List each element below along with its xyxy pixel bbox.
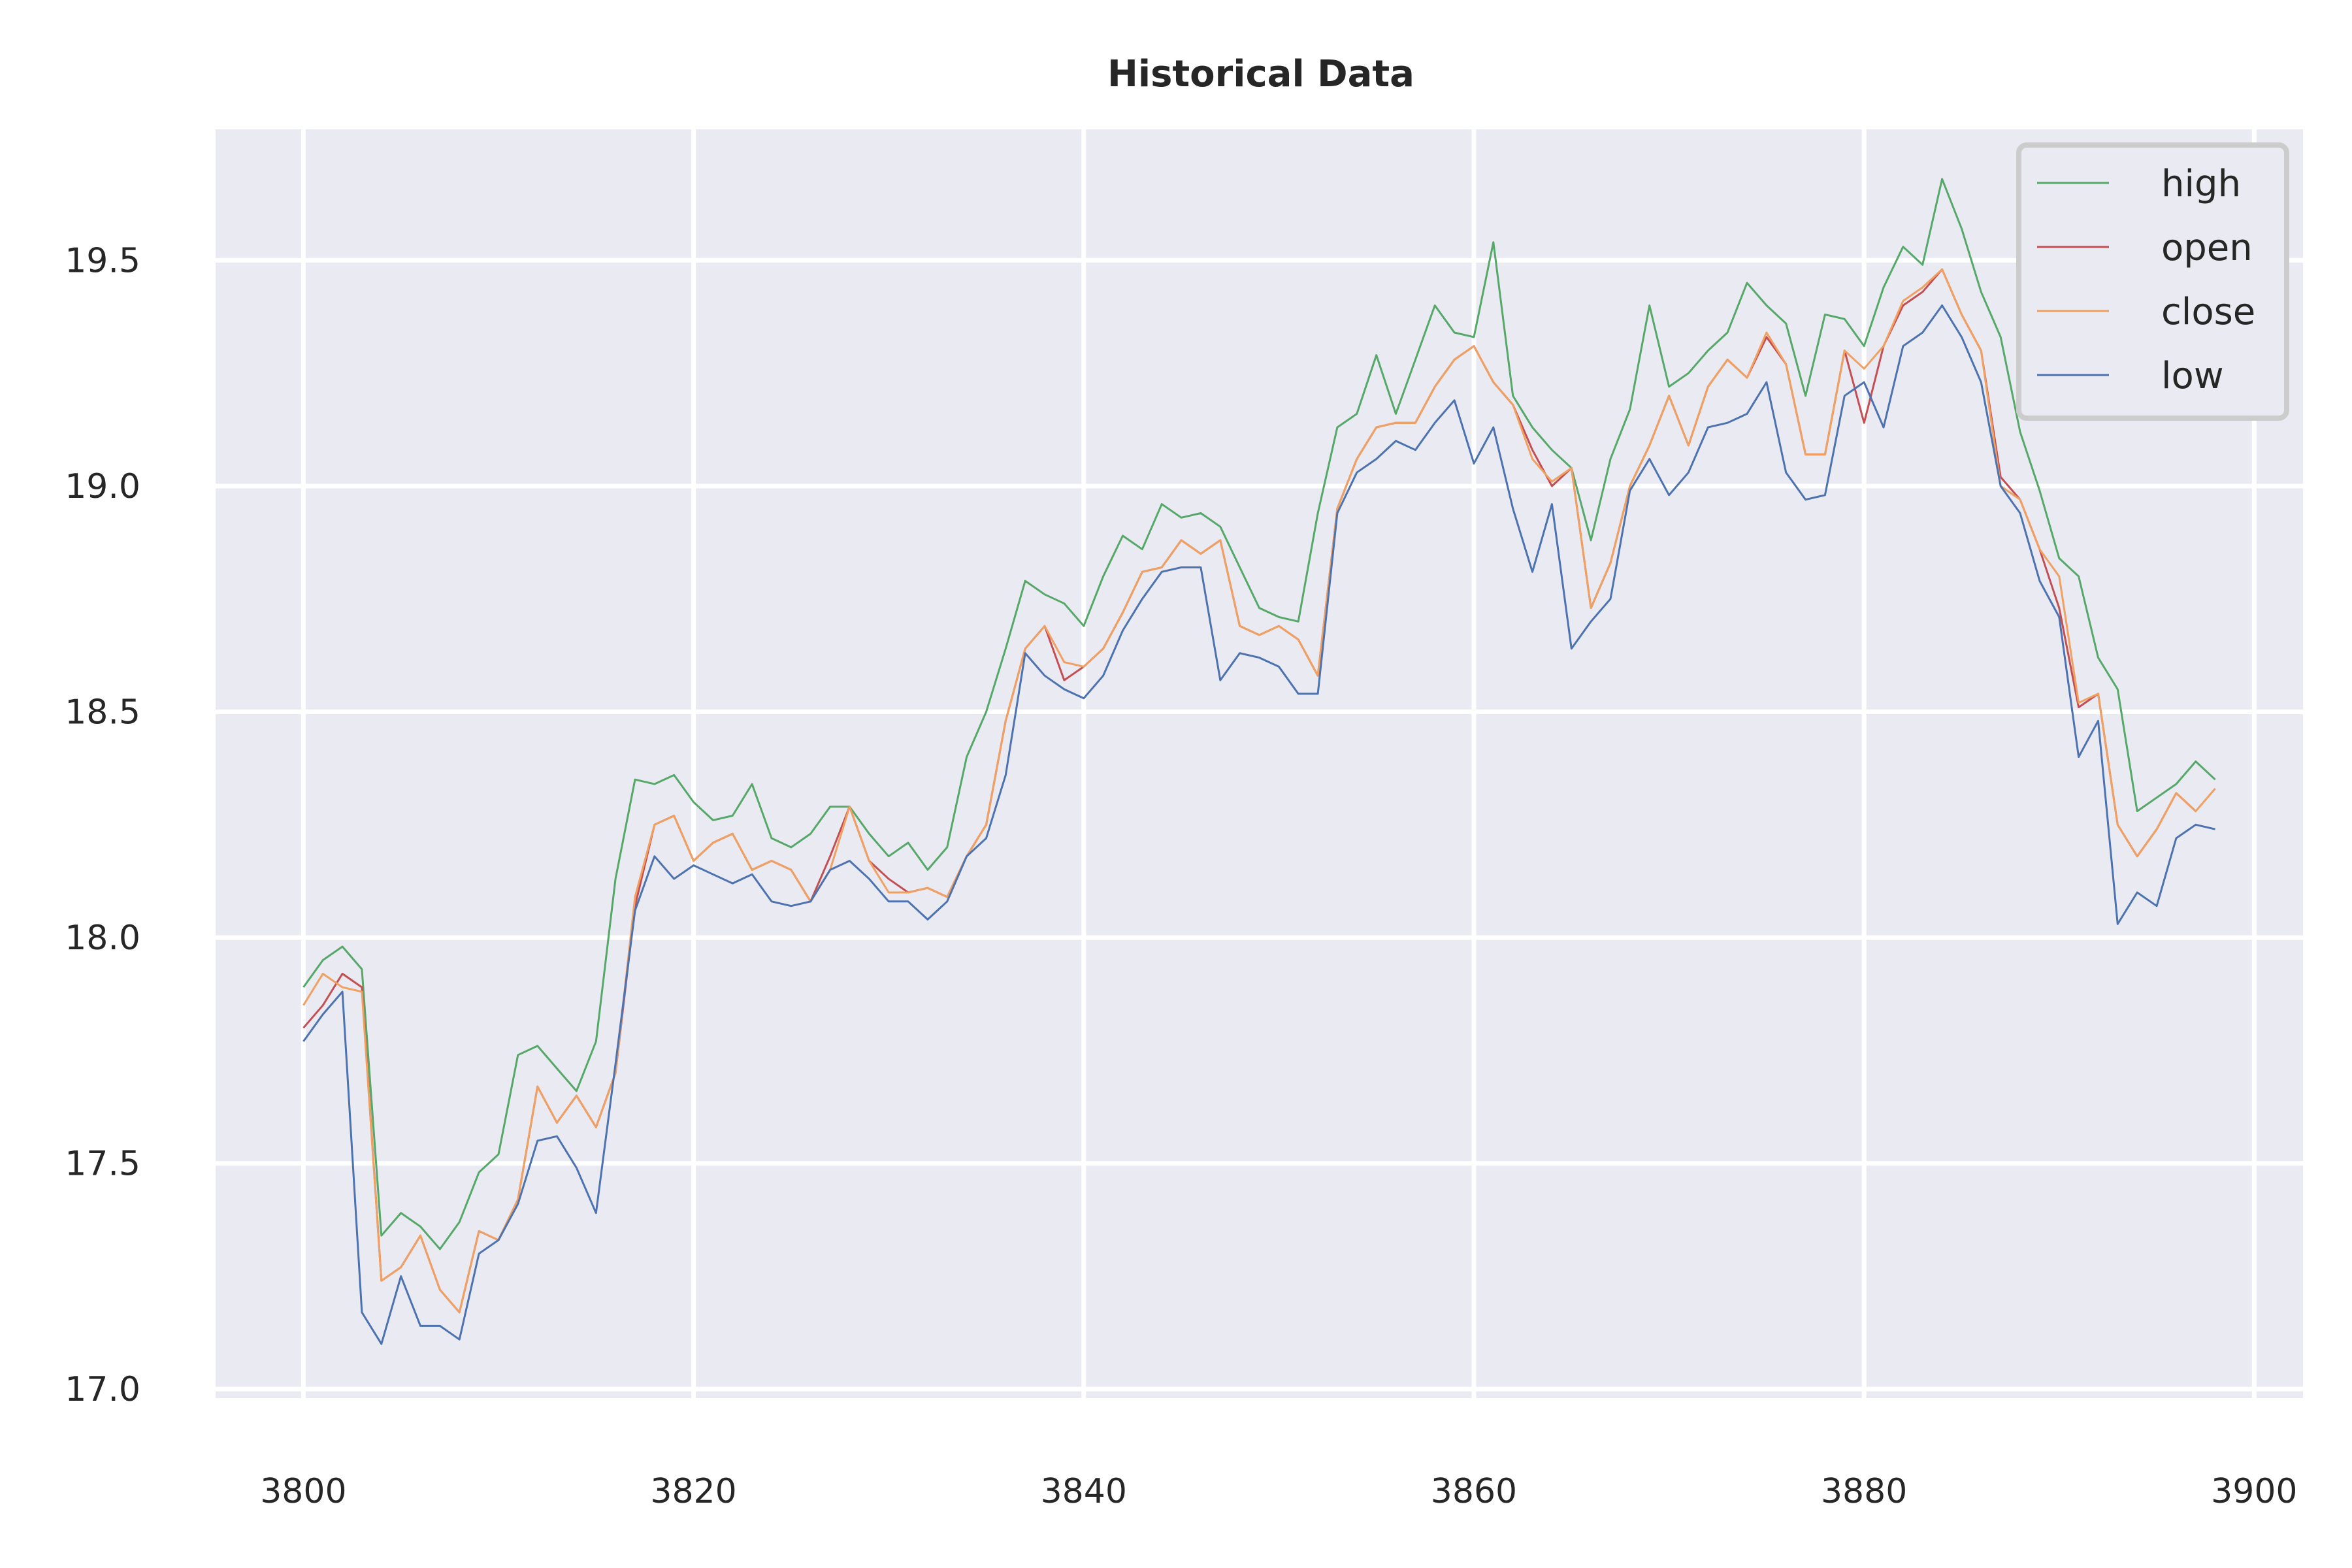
legend: high open close low: [2016, 142, 2289, 421]
legend-label-high: high: [2161, 163, 2241, 205]
x-tick-label: 3800: [260, 1472, 346, 1511]
legend-label-open: open: [2161, 227, 2253, 269]
plot-area: [216, 129, 2303, 1398]
y-tick-label: 18.0: [65, 919, 140, 958]
y-tick-label: 17.0: [65, 1370, 140, 1409]
x-tick-label: 3880: [1821, 1472, 1907, 1511]
y-tick-label: 17.5: [65, 1145, 140, 1184]
legend-label-close: close: [2161, 291, 2255, 333]
x-tick-label: 3840: [1041, 1472, 1127, 1511]
x-tick-label: 3820: [650, 1472, 736, 1511]
y-tick-label: 18.5: [65, 693, 140, 732]
legend-frame: [2016, 142, 2289, 421]
series-line-high: [302, 178, 2216, 1250]
x-tick-labels: 3800 3820 3840 3860 3880 3900: [260, 1472, 2297, 1511]
x-tick-label: 3860: [1431, 1472, 1517, 1511]
y-tick-label: 19.5: [65, 241, 140, 280]
chart-title: Historical Data: [1107, 53, 1414, 95]
y-tick-label: 19.0: [65, 467, 140, 506]
x-gridlines: [301, 129, 2257, 1398]
series-lines: [302, 178, 2216, 1345]
legend-label-low: low: [2161, 355, 2224, 397]
series-line-low: [302, 304, 2215, 1345]
y-gridlines: [216, 257, 2303, 1392]
x-tick-label: 3900: [2211, 1472, 2297, 1511]
y-tick-labels: 17.0 17.5 18.0 18.5 19.0 19.5: [65, 241, 140, 1409]
